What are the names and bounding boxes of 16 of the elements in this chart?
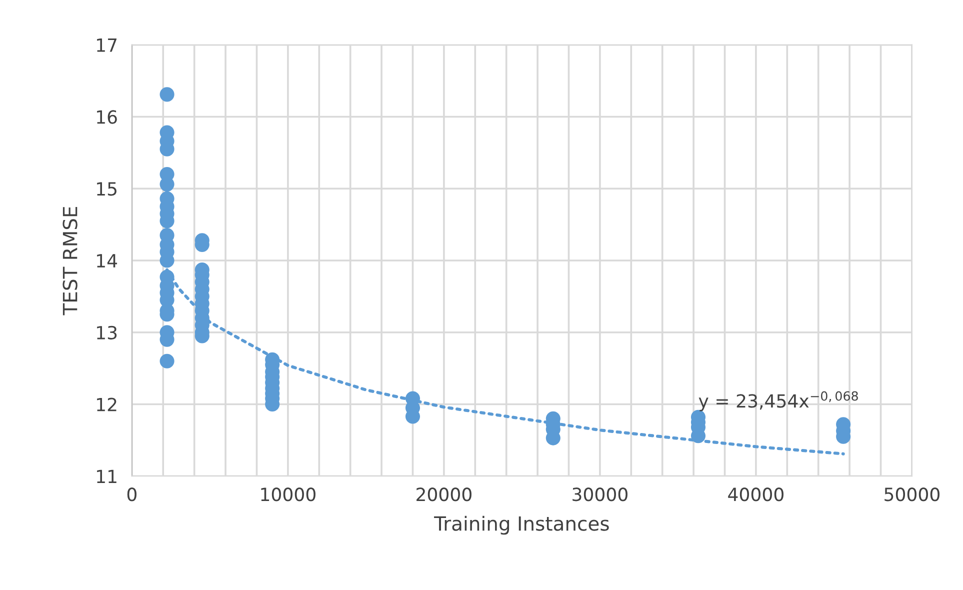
annotation: y = 23,454x$^{−0,068}$ — [698, 391, 858, 412]
y-axis-title: TEST RMSE — [62, 206, 78, 316]
x-tick-label: 50000 — [884, 488, 940, 502]
y-tick-label: 12 — [97, 398, 116, 412]
x-tick-label: 10000 — [261, 488, 316, 502]
x-tick-label: 40000 — [728, 488, 784, 502]
y-tick-label: 16 — [97, 110, 117, 124]
y-tick-label: 11 — [97, 470, 116, 483]
y-tick-label: 15 — [97, 182, 116, 196]
y-tick-label: 13 — [97, 326, 117, 340]
x-axis-title: Training Instances — [434, 516, 609, 535]
x-tick-label: 30000 — [572, 488, 628, 502]
y-tick-label: 17 — [97, 38, 116, 52]
x-tick-label: 20000 — [416, 488, 472, 502]
x-tick-label: 0 — [127, 488, 136, 502]
y-tick-label: 14 — [97, 254, 118, 268]
